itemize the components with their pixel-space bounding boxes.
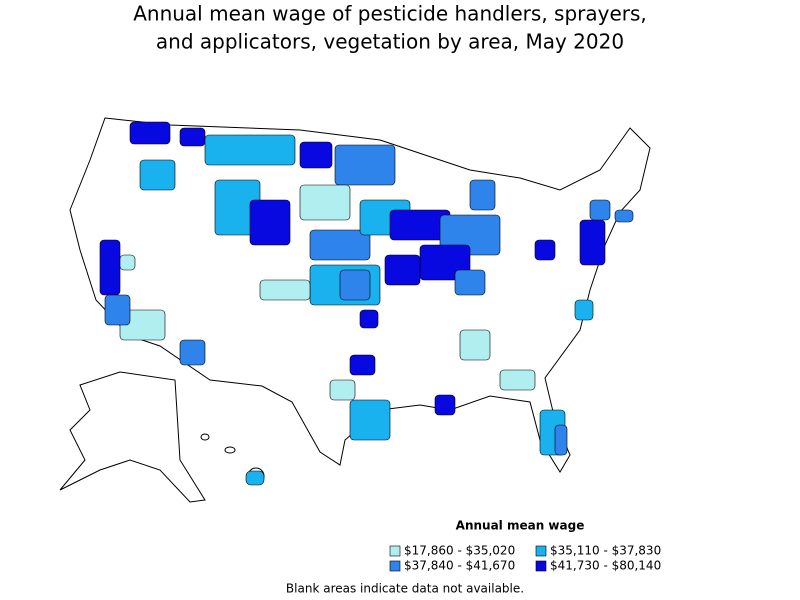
legend-swatch	[389, 545, 401, 557]
shaded-area	[554, 424, 568, 456]
shaded-area	[129, 121, 171, 145]
title-line: Annual mean wage of pesticide handlers, …	[133, 2, 647, 26]
legend-title: Annual mean wage	[456, 519, 585, 533]
shaded-area	[259, 279, 311, 301]
shaded-area	[614, 209, 634, 223]
shaded-area	[334, 144, 396, 186]
legend-swatch	[389, 560, 401, 572]
legend-swatch	[535, 545, 547, 557]
legend-label: $41,730 - $80,140	[550, 559, 661, 573]
shaded-area	[339, 269, 371, 301]
shaded-area	[359, 309, 379, 329]
legend-label: $35,110 - $37,830	[550, 544, 661, 558]
shaded-area	[119, 254, 136, 271]
shaded-area	[574, 299, 594, 321]
shaded-area	[434, 394, 456, 416]
shaded-area	[349, 399, 391, 441]
shaded-area	[454, 269, 486, 296]
shaded-area	[469, 179, 496, 211]
note: Blank areas indicate data not available.	[286, 582, 524, 596]
hawaii	[200, 433, 210, 441]
shaded-area	[589, 199, 611, 221]
alaska	[59, 371, 206, 503]
shaded-area	[249, 199, 291, 246]
legend: $17,860 - $35,020 $35,110 - $37,830 $37,84…	[389, 544, 661, 573]
shaded-area	[384, 254, 421, 286]
shaded-area	[104, 294, 131, 326]
shaded-area	[299, 141, 333, 169]
map	[59, 117, 651, 503]
shaded-area	[534, 239, 556, 261]
shaded-area	[299, 184, 351, 221]
shaded-area	[99, 239, 121, 296]
shaded-area	[139, 159, 176, 191]
shaded-area	[179, 127, 206, 147]
shaded-area	[245, 470, 265, 486]
shaded-area	[579, 219, 606, 266]
shaded-area	[499, 369, 536, 391]
legend-label: $37,840 - $41,670	[404, 559, 515, 573]
legend-label: $17,860 - $35,020	[404, 544, 515, 558]
shaded-area	[349, 354, 376, 376]
shaded-area	[459, 329, 491, 361]
shaded-area	[204, 134, 296, 166]
shaded-area	[309, 229, 371, 261]
shaded-area	[329, 379, 356, 401]
hawaii	[224, 446, 236, 454]
title-line: and applicators, vegetation by area, May…	[156, 30, 624, 54]
shaded-area	[179, 339, 206, 366]
legend-swatch	[535, 560, 547, 572]
